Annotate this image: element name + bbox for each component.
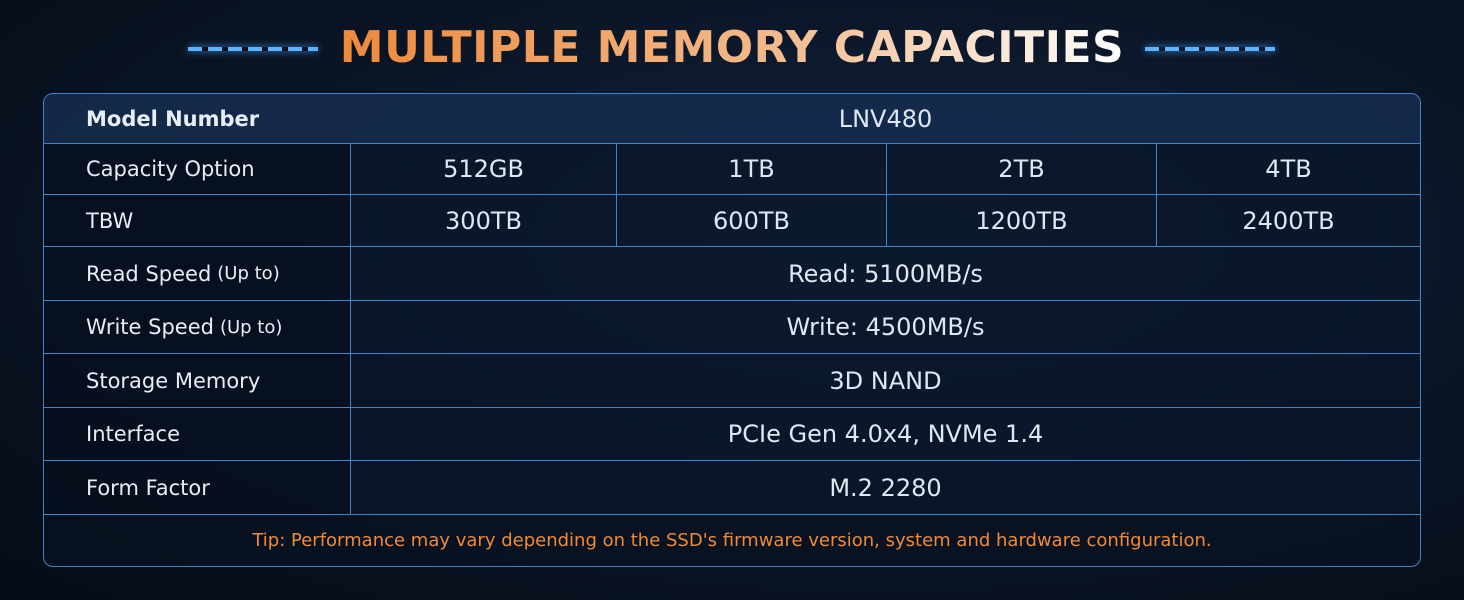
value-text: M.2 2280: [829, 473, 942, 502]
value-cell: Write: 4500MB/s: [351, 301, 1420, 354]
label-text: Write Speed: [86, 315, 214, 339]
label-text: Read Speed: [86, 261, 212, 286]
value-text: PCIe Gen 4.0x4, NVMe 1.4: [727, 420, 1044, 448]
value-cell: 2TB: [887, 144, 1157, 195]
row-label: Storage Memory: [44, 354, 351, 408]
value-text: 1TB: [728, 155, 775, 183]
value-cell: 3D NAND: [351, 354, 1420, 408]
label-text: Capacity Option: [86, 157, 255, 181]
row-label: Write Speed (Up to): [44, 301, 351, 354]
value-text: 300TB: [445, 206, 522, 235]
row-label: Interface: [44, 408, 351, 461]
value-text: 3D NAND: [829, 366, 942, 395]
value-text: 4TB: [1265, 155, 1312, 183]
title: MULTIPLE MEMORY CAPACITIES: [0, 22, 1464, 73]
value-cell: 2400TB: [1157, 195, 1420, 247]
row-label: Model Number: [44, 94, 351, 144]
value-cell: 1TB: [617, 144, 887, 195]
row-label: Form Factor: [44, 461, 351, 515]
value-cell: PCIe Gen 4.0x4, NVMe 1.4: [351, 408, 1420, 461]
label-note: (Up to): [217, 263, 280, 284]
label-text: Form Factor: [86, 475, 210, 500]
value-cell: M.2 2280: [351, 461, 1420, 515]
row-label: TBW: [44, 195, 351, 247]
value-cell: 300TB: [351, 195, 617, 247]
value-cell: LNV480: [351, 94, 1420, 144]
spec-table: Tip: Performance may vary depending on t…: [43, 93, 1421, 567]
label-text: Model Number: [86, 106, 260, 131]
row-label: Capacity Option: [44, 144, 351, 195]
label-note: (Up to): [219, 316, 283, 338]
value-text: 1200TB: [975, 206, 1068, 235]
value-text: 512GB: [443, 155, 524, 183]
value-cell: 600TB: [617, 195, 887, 247]
decoration: [188, 47, 318, 51]
title-text: MULTIPLE MEMORY CAPACITIES: [339, 22, 1125, 73]
label-text: Interface: [86, 422, 181, 446]
tip: Tip: Performance may vary depending on t…: [252, 530, 1212, 551]
value-text: 600TB: [713, 206, 790, 235]
value-cell: 4TB: [1157, 144, 1420, 195]
value-text: Read: 5100MB/s: [788, 259, 983, 288]
value-text: 2400TB: [1242, 206, 1335, 235]
value-cell: 512GB: [351, 144, 617, 195]
value-text: LNV480: [838, 104, 933, 133]
value-cell: 1200TB: [887, 195, 1157, 247]
value-cell: Read: 5100MB/s: [351, 247, 1420, 301]
label-text: Storage Memory: [86, 368, 261, 393]
value-text: 2TB: [998, 155, 1045, 183]
value-text: Write: 4500MB/s: [786, 313, 985, 341]
row-label: Read Speed (Up to): [44, 247, 351, 301]
label-text: TBW: [86, 208, 134, 233]
decoration: [1145, 47, 1275, 51]
